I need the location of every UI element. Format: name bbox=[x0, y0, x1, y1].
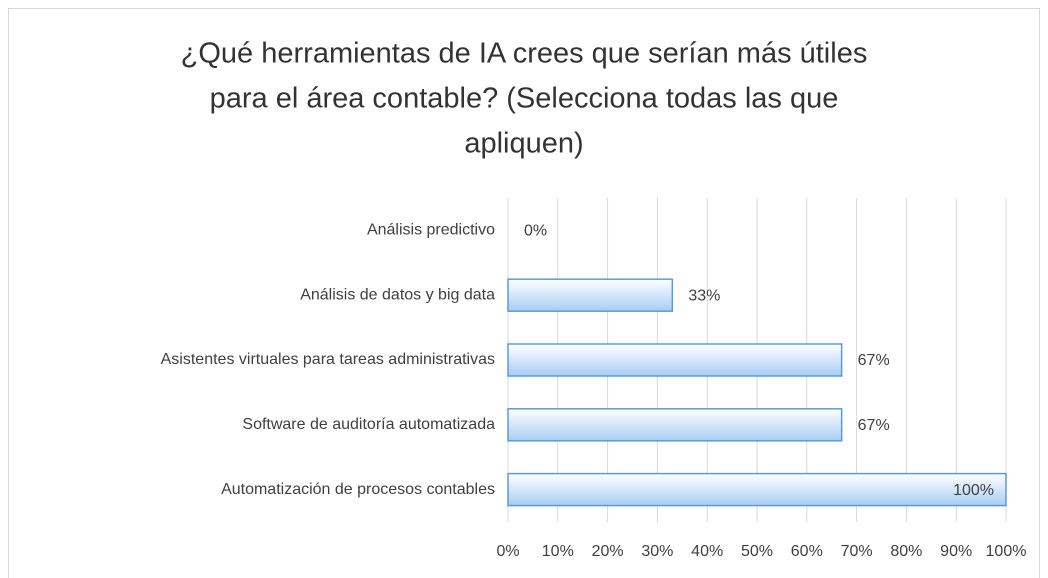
x-tick-label: 60% bbox=[791, 543, 823, 560]
data-label: 67% bbox=[858, 352, 890, 369]
y-tick-label: Software de auditoría automatizada bbox=[242, 416, 495, 433]
y-tick-label: Asistentes virtuales para tareas adminis… bbox=[161, 351, 495, 368]
bar bbox=[507, 343, 843, 377]
x-tick-label: 70% bbox=[841, 543, 873, 560]
data-label: 100% bbox=[953, 482, 994, 499]
data-label: 33% bbox=[688, 287, 720, 304]
chart-title: ¿Qué herramientas de IA crees que serían… bbox=[181, 38, 868, 70]
chart-title: apliquen) bbox=[464, 128, 583, 160]
bar bbox=[507, 278, 674, 312]
x-tick-label: 50% bbox=[741, 543, 773, 560]
bar bbox=[507, 408, 843, 442]
x-tick-label: 30% bbox=[641, 543, 673, 560]
bar bbox=[507, 472, 1007, 507]
x-tick-label: 80% bbox=[890, 543, 922, 560]
y-tick-label: Análisis predictivo bbox=[367, 222, 495, 239]
x-tick-label: 20% bbox=[592, 543, 624, 560]
chart-border bbox=[8, 8, 1040, 578]
x-tick-label: 90% bbox=[940, 543, 972, 560]
data-label: 67% bbox=[858, 417, 890, 434]
y-tick-label: Análisis de datos y big data bbox=[300, 286, 495, 303]
x-tick-label: 100% bbox=[986, 543, 1027, 560]
x-tick-label: 0% bbox=[496, 543, 519, 560]
y-tick-label: Automatización de procesos contables bbox=[221, 481, 495, 498]
chart-title: para el área contable? (Selecciona todas… bbox=[210, 83, 839, 115]
x-tick-label: 10% bbox=[542, 543, 574, 560]
x-tick-label: 40% bbox=[691, 543, 723, 560]
data-label: 0% bbox=[524, 223, 547, 240]
